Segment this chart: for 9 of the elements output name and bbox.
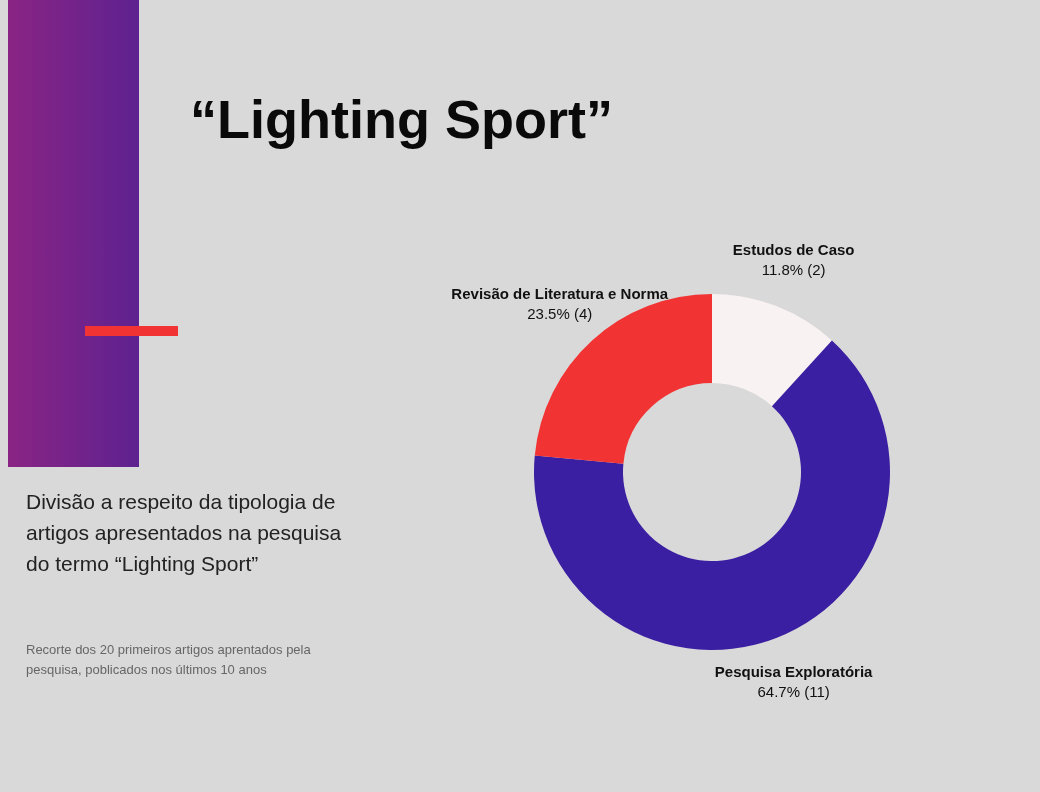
- data-label: 11.8% (2): [761, 261, 826, 279]
- slice-label: Estudos de Caso: [732, 241, 855, 259]
- slice-label: Revisão de Literatura e Norma: [451, 285, 669, 303]
- data-label: 23.5% (4): [527, 305, 593, 323]
- slice-label: Pesquisa Exploratória: [714, 662, 874, 680]
- text: Divisão a respeito da tipologia de artigos apresentados na pesquisa do termo “Lighting Sport”: [26, 489, 343, 577]
- text: Recorte dos 20 primeiros artigos aprentados pela pesquisa, poblicados nos últimos 10 anos: [26, 641, 312, 679]
- data-label: 64.7% (11): [757, 682, 830, 700]
- chart-title: “Lighting Sport”: [190, 88, 613, 150]
